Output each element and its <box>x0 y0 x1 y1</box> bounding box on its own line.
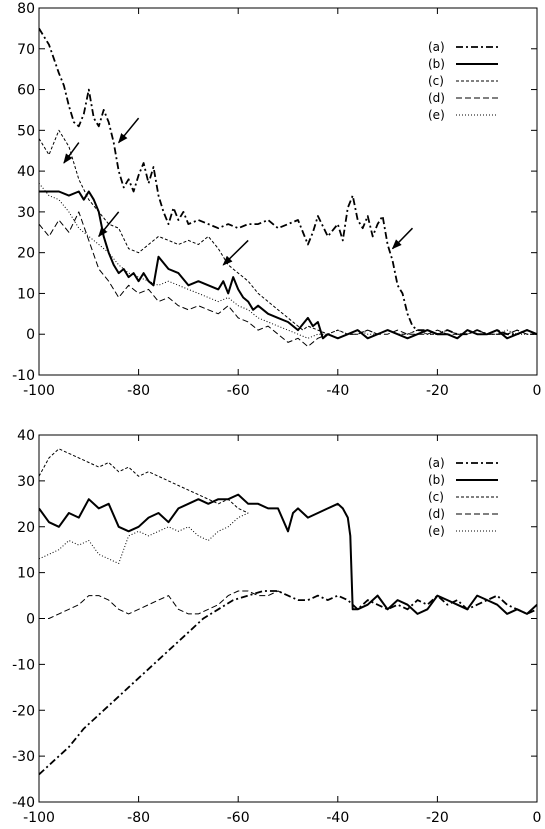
y-tick-label: -20 <box>12 703 35 719</box>
series-line-4 <box>39 211 537 347</box>
y-tick-label: 20 <box>17 520 35 536</box>
y-tick-label: 30 <box>17 205 35 221</box>
legend-entry-label: (e) <box>428 524 445 538</box>
series-line-3 <box>39 129 537 335</box>
legend-entry-label: (c) <box>428 490 444 504</box>
x-tick-label: -40 <box>326 383 349 399</box>
y-tick-label: 60 <box>17 83 35 99</box>
x-tick-label: -20 <box>426 810 449 826</box>
y-tick-label: 30 <box>17 474 35 490</box>
chart-panel-2: -100 -80 -60 -40 -20 0-40-30-20-10010203040(a… <box>12 428 541 826</box>
x-tick-label: -80 <box>127 383 150 399</box>
series-line-2 <box>39 190 537 340</box>
annotation-arrow <box>222 239 249 266</box>
series-line-2 <box>39 493 537 615</box>
series-line-5 <box>39 512 249 564</box>
x-tick-label: 0 <box>533 383 542 399</box>
series-line-4 <box>39 590 289 619</box>
legend-entry-label: (b) <box>428 473 445 487</box>
y-tick-label: -10 <box>12 657 35 673</box>
legend-entry-label: (a) <box>428 456 445 470</box>
y-tick-label: 40 <box>17 164 35 180</box>
legend: (a) (b) (c) (d) (e) <box>428 456 498 538</box>
y-tick-label: 10 <box>17 286 35 302</box>
series-line-3 <box>39 448 249 514</box>
y-tick-label: 80 <box>17 1 35 17</box>
y-tick-label: 10 <box>17 566 35 582</box>
annotation-arrow <box>63 142 80 164</box>
x-tick-label: -100 <box>23 810 55 826</box>
x-tick-label: -60 <box>227 810 250 826</box>
y-tick-label: 40 <box>17 428 35 444</box>
y-tick-label: 0 <box>26 327 35 343</box>
legend-entry-label: (b) <box>428 57 445 71</box>
annotation-arrow <box>391 227 414 250</box>
y-tick-label: 50 <box>17 123 35 139</box>
x-tick-label: 0 <box>533 810 542 826</box>
x-tick-label: -20 <box>426 383 449 399</box>
y-tick-label: -40 <box>12 795 35 811</box>
y-tick-label: 0 <box>26 612 35 628</box>
legend-entry-label: (e) <box>428 108 445 122</box>
chart-panel-1: -100 -80 -60 -40 -20 0-1001020304050607080(a)… <box>12 1 541 399</box>
y-tick-label: -10 <box>12 368 35 384</box>
y-tick-label: -30 <box>12 749 35 765</box>
y-tick-label: 20 <box>17 246 35 262</box>
x-tick-label: -40 <box>326 810 349 826</box>
x-tick-label: -60 <box>227 383 250 399</box>
plot-frame <box>38 434 538 803</box>
x-tick-label: -80 <box>127 810 150 826</box>
series-line-1 <box>39 27 537 336</box>
legend-entry-label: (a) <box>428 40 445 54</box>
legend-entry-label: (c) <box>428 74 444 88</box>
x-tick-label: -100 <box>23 383 55 399</box>
legend: (a) (b) (c) (d) (e) <box>428 40 498 122</box>
y-tick-label: 70 <box>17 42 35 58</box>
series-line-1 <box>39 590 537 776</box>
legend-entry-label: (d) <box>428 91 445 105</box>
annotation-arrow <box>118 117 140 144</box>
annotation-arrow <box>98 211 120 238</box>
series-line-5 <box>39 182 537 339</box>
legend-entry-label: (d) <box>428 507 445 521</box>
